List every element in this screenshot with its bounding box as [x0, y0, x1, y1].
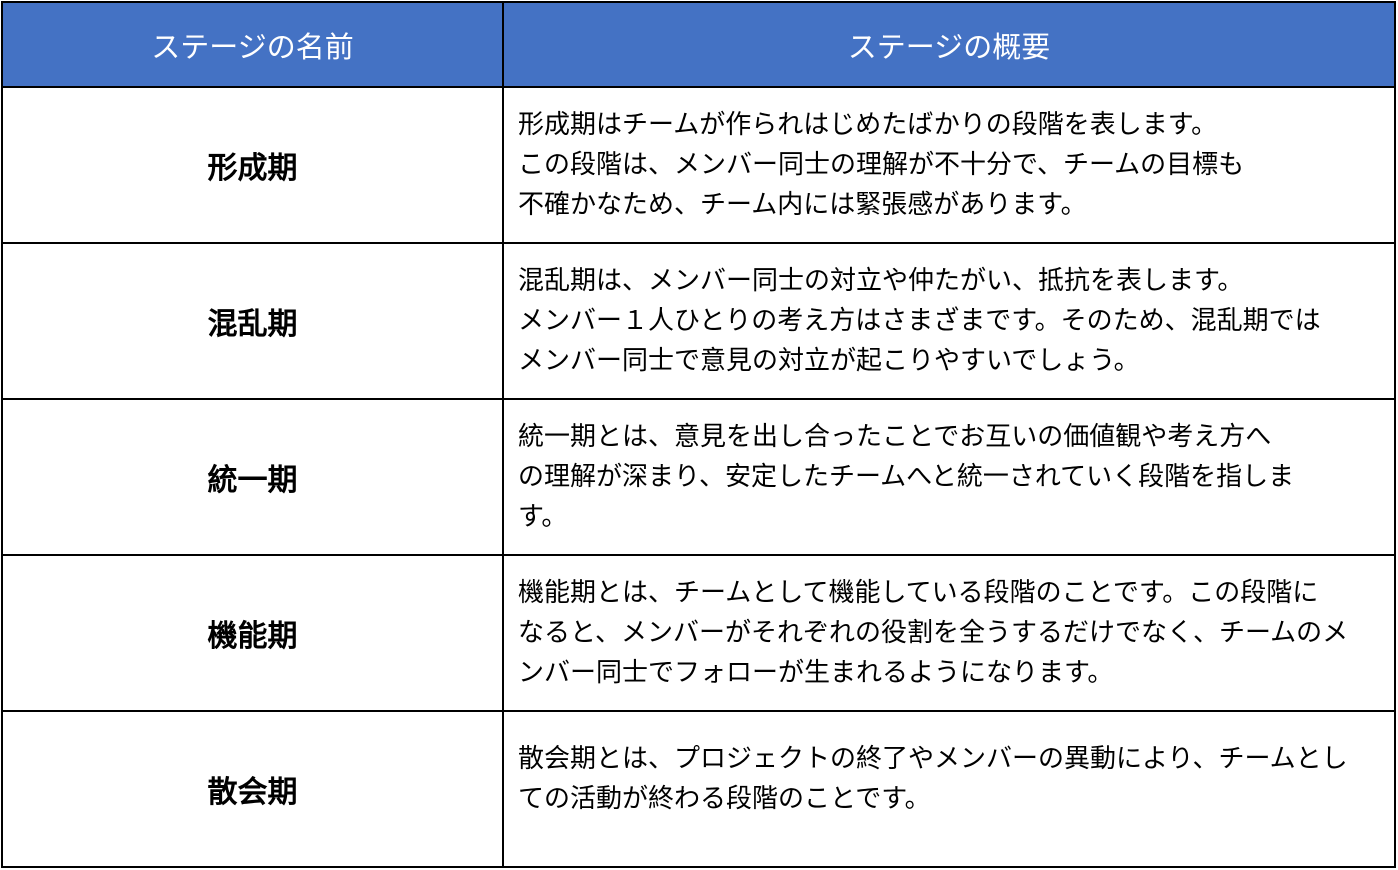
summary-line: の理解が深まり、安定したチームへと統一されていく段階を指しま	[518, 462, 1295, 492]
table-row: 統一期 統一期とは、意見を出し合ったことでお互いの価値観や考え方へ の理解が深まり、…	[1, 398, 1396, 556]
summary-line: す。	[518, 502, 568, 532]
summary-line: メンバー１人ひとりの考え方はさまざまです。そのため、混乱期では	[518, 306, 1321, 336]
summary-line: この段階は、メンバー同士の理解が不十分で、チームの目標も	[518, 150, 1245, 180]
stage-name: 統一期	[1, 398, 504, 556]
summary-line: 散会期とは、プロジェクトの終了やメンバーの異動により、チームとし	[518, 744, 1348, 774]
stage-summary: 統一期とは、意見を出し合ったことでお互いの価値観や考え方へ の理解が深まり、安定し…	[502, 398, 1396, 556]
stage-summary: 形成期はチームが作られはじめたばかりの段階を表します。 この段階は、メンバー同士の…	[502, 86, 1396, 244]
stage-name: 散会期	[1, 710, 504, 868]
summary-line: 不確かなため、チーム内には緊張感があります。	[518, 190, 1087, 220]
stage-name: 形成期	[1, 86, 504, 244]
table-row: 散会期 散会期とは、プロジェクトの終了やメンバーの異動により、チームとし ての活動が…	[1, 710, 1396, 868]
summary-line: ンバー同士でフォローが生まれるようになります。	[518, 658, 1114, 688]
stage-name: 混乱期	[1, 242, 504, 400]
header-row: ステージの名前 ステージの概要	[1, 1, 1396, 88]
summary-line: 混乱期は、メンバー同士の対立や仲たがい、抵抗を表します。	[518, 266, 1244, 296]
summary-line: 統一期とは、意見を出し合ったことでお互いの価値観や考え方へ	[518, 422, 1272, 452]
summary-line: ての活動が終わる段階のことです。	[518, 784, 931, 814]
header-stage-summary: ステージの概要	[502, 1, 1396, 88]
table-row: 混乱期 混乱期は、メンバー同士の対立や仲たがい、抵抗を表します。メンバー１人ひとり…	[1, 242, 1396, 400]
table-row: 形成期 形成期はチームが作られはじめたばかりの段階を表します。 この段階は、メンバー…	[1, 86, 1396, 244]
summary-line: なると、メンバーがそれぞれの役割を全うするだけでなく、チームのメ	[518, 618, 1349, 648]
stage-summary: 混乱期は、メンバー同士の対立や仲たがい、抵抗を表します。メンバー１人ひとりの考え…	[502, 242, 1396, 400]
summary-line: 機能期とは、チームとして機能している段階のことです。この段階に	[518, 578, 1319, 608]
stage-name: 機能期	[1, 554, 504, 712]
summary-line: 形成期はチームが作られはじめたばかりの段階を表します。	[518, 110, 1218, 140]
header-stage-name: ステージの名前	[1, 1, 504, 88]
stage-summary: 機能期とは、チームとして機能している段階のことです。この段階に なると、メンバーが…	[502, 554, 1396, 712]
summary-line: メンバー同士で意見の対立が起こりやすいでしょう。	[518, 346, 1140, 376]
table-row: 機能期 機能期とは、チームとして機能している段階のことです。この段階に なると、メン…	[1, 554, 1396, 712]
stage-summary: 散会期とは、プロジェクトの終了やメンバーの異動により、チームとし ての活動が終わる…	[502, 710, 1396, 868]
